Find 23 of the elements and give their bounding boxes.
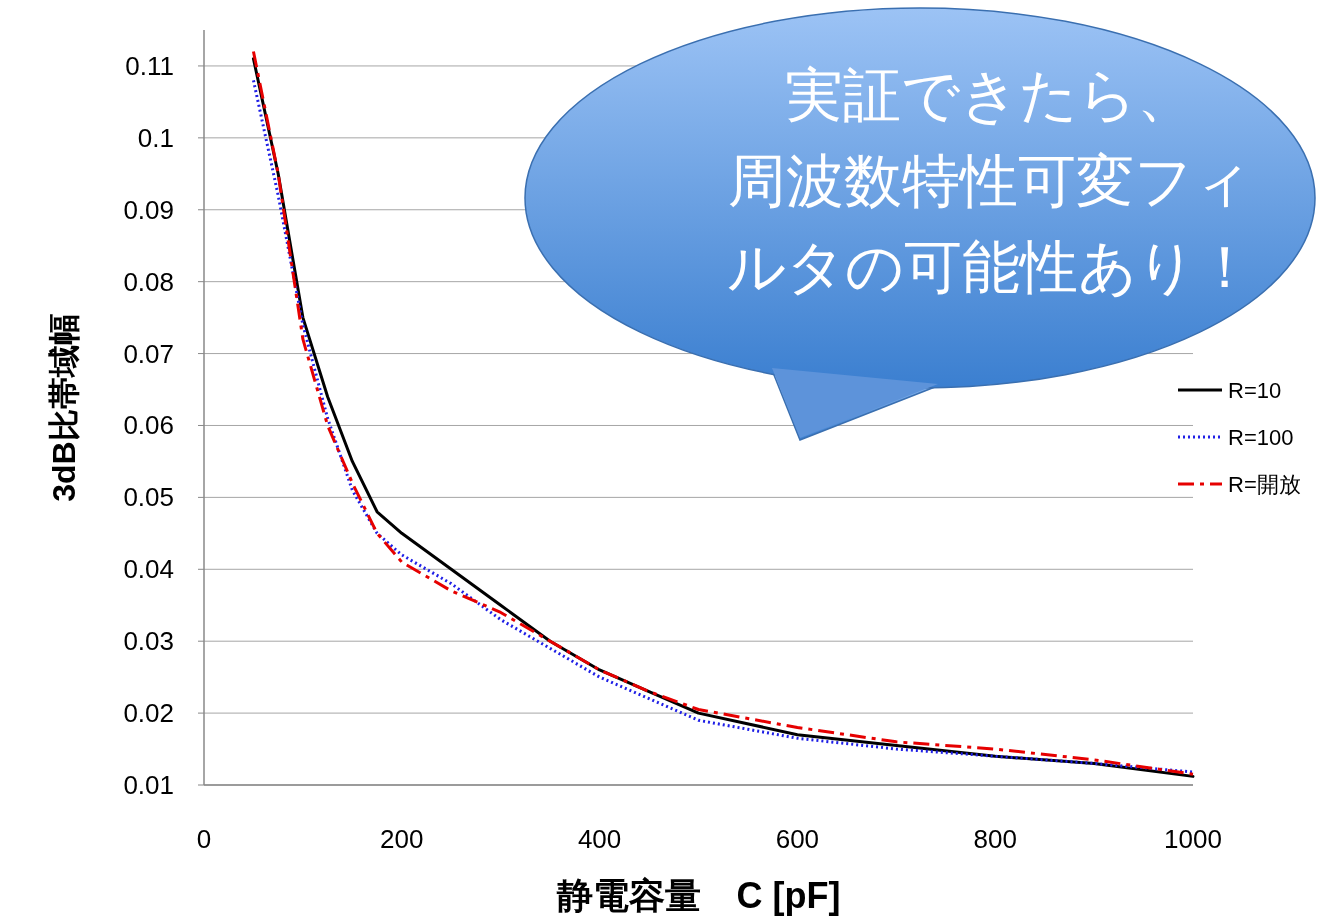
y-axis-title: 3dB比帯域幅 [46,313,82,502]
y-tick-label: 0.06 [123,410,174,441]
y-tick-label: 0.04 [123,554,174,585]
legend-label: R=10 [1228,378,1282,403]
y-tick-label: 0.02 [123,698,174,729]
annotation: 実証できたら、周波数特性可変フィルタの可能性あり！ [726,62,1254,299]
x-tick-label: 800 [973,824,1017,854]
y-tick-label: 0.03 [123,626,174,657]
x-tick-label: 600 [775,824,820,854]
x-tick-label: 400 [577,824,622,854]
y-tick-label: 0.05 [123,482,174,513]
x-axis-title: 静電容量 C [pF] [555,875,841,916]
y-tick-label: 0.09 [123,194,174,225]
x-tick-label: 0 [196,824,212,854]
legend-label: R=開放 [1228,472,1301,497]
y-tick-label: 0.1 [137,122,174,153]
x-tick-label: 1000 [1164,824,1222,854]
y-tick-label: 0.07 [123,338,174,369]
y-tick-label: 0.01 [123,770,174,800]
x-tick-label: 200 [380,824,424,854]
legend-label: R=100 [1228,425,1294,450]
y-tick-label: 0.11 [125,50,174,81]
y-tick-label: 0.08 [123,266,174,297]
